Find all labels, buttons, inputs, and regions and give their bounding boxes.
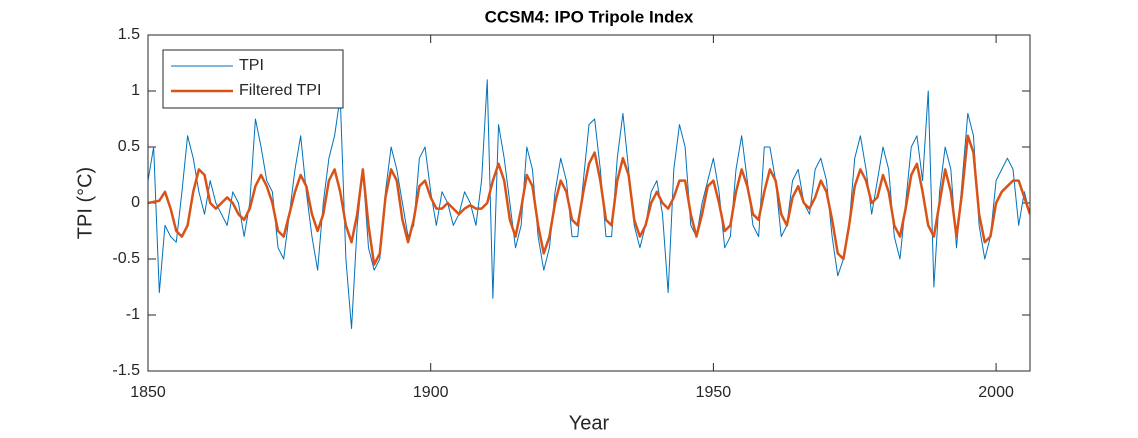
axes-box bbox=[147, 34, 1031, 372]
y-tick-label: 0.5 bbox=[118, 138, 140, 155]
x-axis-label: Year bbox=[569, 412, 610, 434]
y-tick-label: -1 bbox=[126, 306, 140, 323]
data-line bbox=[148, 134, 1030, 266]
y-axis-label: TPI (°C) bbox=[74, 167, 96, 239]
chart-title: CCSM4: IPO Tripole Index bbox=[485, 7, 694, 26]
y-tick-label: -1.5 bbox=[112, 362, 140, 379]
y-tick-label: 1.5 bbox=[118, 26, 140, 43]
legend-label: Filtered TPI bbox=[239, 82, 321, 99]
y-tick-label: -0.5 bbox=[112, 250, 140, 267]
x-tick-label: 2000 bbox=[978, 384, 1014, 401]
x-tick-label: 1900 bbox=[413, 384, 449, 401]
x-tick-label: 1850 bbox=[130, 384, 166, 401]
legend-label: TPI bbox=[239, 57, 264, 74]
y-tick-label: 1 bbox=[131, 82, 140, 99]
legend-box bbox=[162, 49, 344, 109]
data-line bbox=[148, 79, 1030, 329]
x-tick-label: 1950 bbox=[696, 384, 732, 401]
y-tick-label: 0 bbox=[131, 194, 140, 211]
